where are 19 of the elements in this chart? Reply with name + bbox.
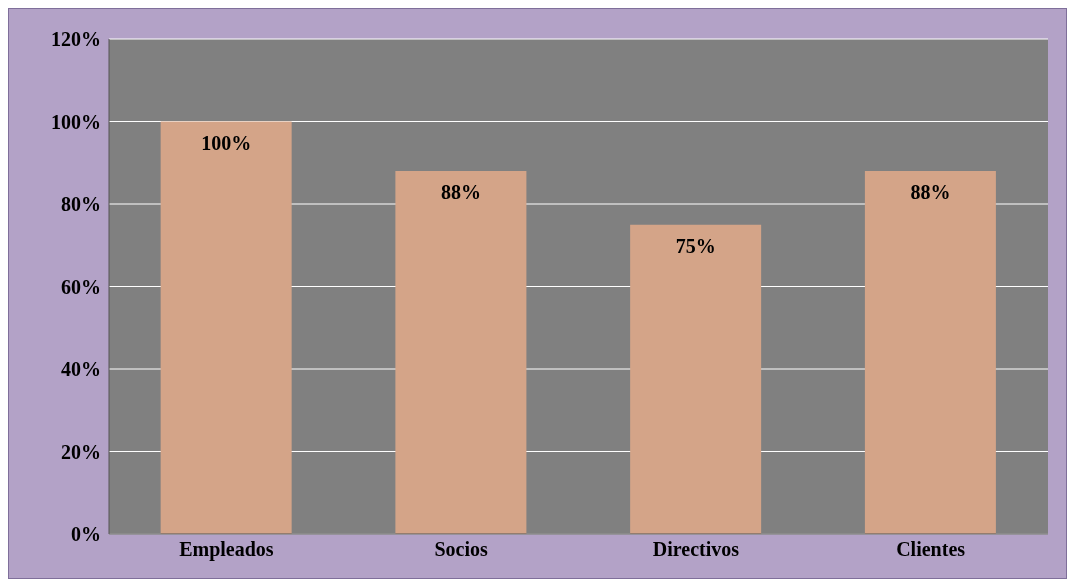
y-tick-label: 120% [51,28,101,51]
y-tick-label: 100% [51,110,101,133]
bar [160,121,292,534]
data-label: 88% [910,181,951,204]
x-tick-label: Socios [434,538,489,561]
x-tick-label: Empleados [179,538,274,562]
x-tick-label: Directivos [652,538,740,561]
bar [864,171,996,534]
data-label: 100% [201,131,252,154]
y-tick-label: 0% [71,523,101,546]
y-tick-label: 60% [61,275,101,298]
bar [395,171,527,534]
x-tick-label: Clientes [896,538,966,561]
bar [630,224,762,534]
y-tick-label: 20% [61,440,101,463]
data-label: 75% [675,234,716,257]
y-tick-label: 80% [61,193,101,216]
data-label: 88% [440,181,481,204]
y-tick-label: 40% [61,358,101,381]
